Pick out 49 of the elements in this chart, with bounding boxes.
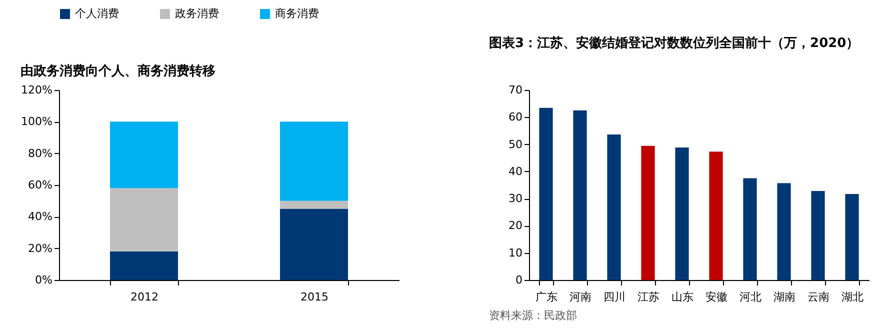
x-tick-label: 安徽 (706, 290, 728, 304)
bar (641, 146, 655, 280)
y-tick-label: 40% (28, 210, 52, 224)
bar (709, 152, 723, 280)
bar (110, 252, 178, 280)
bar (110, 122, 178, 188)
y-tick-label: 0 (516, 274, 522, 286)
chart-title: 由政务消费向个人、商务消费转移 (20, 63, 216, 79)
y-tick-label: 20% (28, 242, 52, 255)
y-tick-label: 80% (28, 146, 52, 160)
y-tick-label: 40 (508, 164, 522, 178)
bar (280, 200, 348, 209)
x-tick-label: 山东 (672, 290, 694, 304)
y-tick-label: 10 (508, 246, 522, 260)
y-tick-label: 60 (508, 110, 522, 124)
x-tick-label: 云南 (808, 290, 830, 304)
x-tick-label: 河南 (570, 290, 592, 304)
y-tick-label: 30 (508, 192, 522, 206)
y-tick-label: 70 (508, 84, 522, 96)
y-tick-label: 100% (21, 115, 52, 128)
bar (280, 122, 348, 201)
x-tick-label: 湖南 (774, 290, 796, 304)
y-tick-label: 0% (35, 274, 52, 286)
text: 资料来源：民政部 (489, 309, 577, 322)
bar (743, 178, 757, 280)
bar (280, 208, 348, 280)
bar (777, 183, 791, 280)
y-tick-label: 20 (508, 219, 522, 232)
y-tick-label: 60% (28, 178, 52, 192)
x-tick-label: 河北 (740, 290, 762, 304)
bar (845, 194, 859, 280)
bar (110, 188, 178, 252)
x-tick-label: 湖北 (842, 290, 864, 304)
x-tick-label: 江苏 (638, 290, 660, 304)
bar (607, 134, 621, 280)
legend-label: 商务消费 (275, 7, 319, 20)
x-tick-label: 2012 (130, 290, 158, 304)
bar (811, 190, 825, 280)
bar (539, 108, 553, 280)
y-tick-label: 50 (508, 138, 522, 151)
x-tick-label: 2015 (300, 290, 328, 304)
chart-title: 图表3：江苏、安徽结婚登记对数数位列全国前十（万，2020） (489, 35, 860, 51)
legend-label: 个人消费 (75, 7, 119, 20)
bar (675, 148, 689, 280)
x-tick-label: 广东 (536, 290, 558, 304)
bar (573, 110, 587, 280)
y-tick-label: 120% (21, 84, 52, 96)
x-tick-label: 四川 (604, 290, 626, 304)
legend-label: 政务消费 (175, 7, 219, 20)
